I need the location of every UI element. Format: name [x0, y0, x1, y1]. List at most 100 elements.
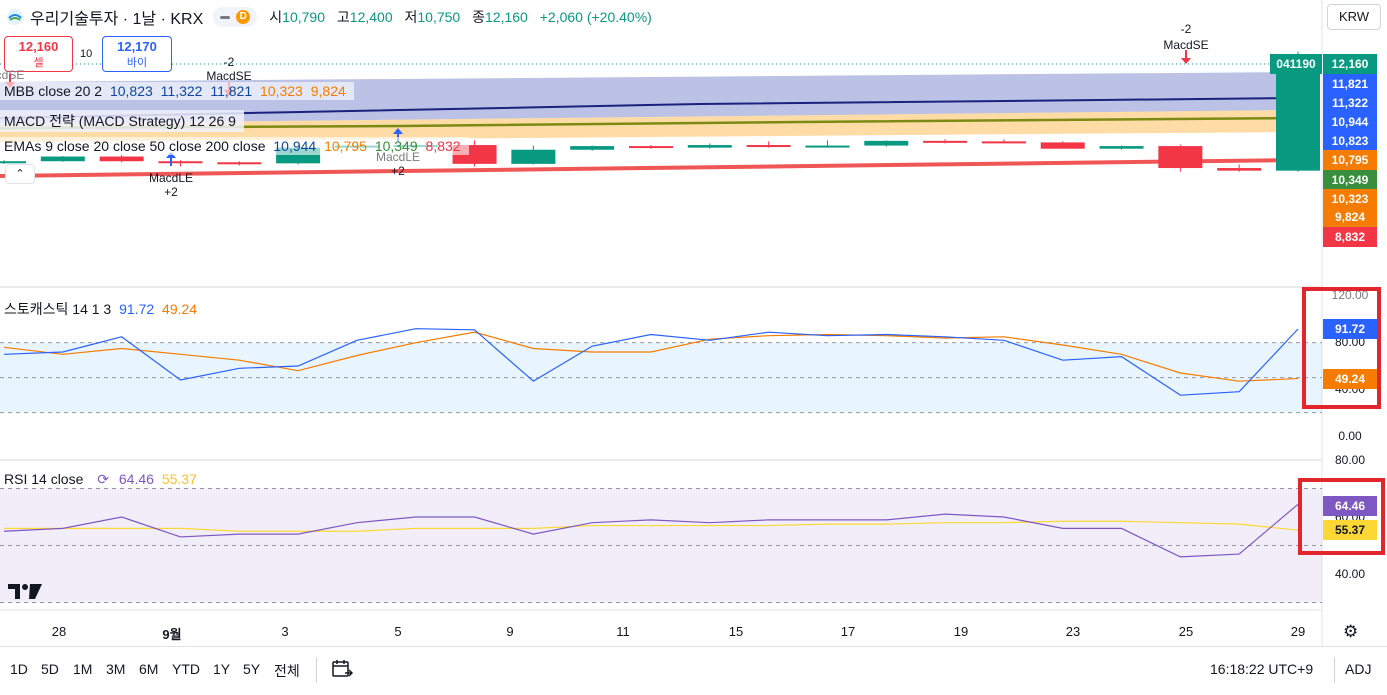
candle-body	[746, 145, 791, 148]
adj-toggle[interactable]: ADJ	[1345, 661, 1372, 677]
signal-long-count: +2	[164, 185, 178, 199]
sell-button[interactable]: 12,160 셀	[4, 36, 73, 72]
tradingview-logo-icon[interactable]	[8, 581, 44, 601]
stoch-band	[0, 342, 1322, 413]
rsi-name: RSI 14 close	[4, 471, 84, 487]
symbol-title[interactable]: 우리기술투자 · 1날 · KRX	[30, 11, 204, 28]
emas-value-3: 10,349	[374, 138, 418, 154]
price-tag: 11,322	[1323, 93, 1377, 113]
stoch-d-tag: 49.24	[1323, 369, 1377, 389]
price-tag: 10,349	[1323, 170, 1377, 190]
stochastic-pane	[0, 328, 1322, 414]
mbb-value-4: 10,323	[260, 83, 303, 99]
high-value: 12,400	[349, 9, 393, 25]
symbol-logo-icon	[7, 9, 23, 25]
stoch-k-line	[3, 328, 1299, 396]
range-all-button[interactable]: 전체	[274, 663, 300, 679]
candle-body	[0, 161, 26, 164]
range-6m-button[interactable]: 6M	[139, 661, 159, 677]
candle-body	[1276, 64, 1320, 171]
market-status-badge: D	[236, 10, 251, 24]
range-1y-button[interactable]: 1Y	[213, 661, 231, 677]
refresh-icon[interactable]: ⟳	[97, 471, 109, 487]
price-tag: 8,832	[1323, 227, 1377, 247]
time-axis-label: 9	[506, 624, 514, 639]
candle-body	[864, 140, 909, 146]
open-value: 10,790	[282, 9, 325, 25]
clock-timezone[interactable]: 16:18:22 UTC+9	[1210, 661, 1314, 677]
mbb-value-1: 10,823	[109, 83, 153, 99]
time-axis-label: 29	[1290, 624, 1306, 639]
candle-body	[1040, 142, 1085, 149]
low-value: 10,750	[417, 9, 461, 25]
low-key: 저	[404, 9, 418, 25]
gear-icon[interactable]: ⚙	[1343, 622, 1359, 641]
ema-200-line	[0, 158, 1299, 178]
candle-body	[1099, 146, 1144, 149]
buy-button[interactable]: 12,170 바이	[102, 36, 172, 72]
candle-body	[1158, 146, 1203, 169]
ohlc-values: 시10,790 고12,400 저10,750 종12,160 +2,060 (…	[269, 7, 652, 27]
price-tag: 10,323	[1323, 189, 1377, 209]
rsi-ma-value: 55.37	[161, 471, 197, 487]
legend-macd[interactable]: MACD 전략 (MACD Strategy) 12 26 9	[0, 110, 244, 132]
legend-stoch[interactable]: 스토캐스틱 14 1 3 91.72 49.24	[0, 298, 205, 320]
range-1m-button[interactable]: 1M	[73, 661, 93, 677]
rsi-ma-tag: 55.37	[1323, 520, 1377, 540]
signal-short-label: MacdSE	[206, 69, 252, 83]
highlight-frame-stoch	[1302, 287, 1381, 409]
signal-short-count: -2	[1180, 22, 1192, 36]
time-axis-label: 15	[728, 624, 744, 639]
legend-rsi[interactable]: RSI 14 close ⟳ 64.46 55.37	[0, 470, 205, 489]
rsi-axis-tick: 80.00	[1334, 453, 1366, 467]
range-1d-button[interactable]: 1D	[10, 661, 28, 677]
open-key: 시	[269, 9, 283, 25]
time-axis-label: 28	[51, 624, 67, 639]
time-axis-label: 17	[840, 624, 856, 639]
price-tag: 10,795	[1323, 150, 1377, 170]
range-ytd-button[interactable]: YTD	[172, 661, 200, 677]
price-tag: 10,944	[1323, 112, 1377, 132]
signal-short-count: -2	[223, 55, 235, 69]
candle-body	[158, 161, 203, 164]
close-key: 종	[472, 9, 485, 25]
range-5d-button[interactable]: 5D	[41, 661, 59, 677]
signal-short-label: cdSE	[0, 68, 25, 82]
candle-body	[629, 146, 673, 149]
rsi-pane	[0, 488, 1322, 603]
market-status-pill[interactable]: D	[213, 7, 258, 27]
range-3m-button[interactable]: 3M	[106, 661, 126, 677]
order-quantity[interactable]: 10	[80, 48, 93, 60]
price-tag: 11,821	[1323, 74, 1377, 94]
mbb-value-5: 9,824	[310, 83, 346, 99]
range-5y-button[interactable]: 5Y	[243, 661, 261, 677]
collapse-legend-button[interactable]: ⌃	[5, 164, 35, 184]
signal-short-label: MacdSE	[1163, 38, 1209, 52]
stoch-name: 스토캐스틱 14 1 3	[4, 301, 112, 317]
time-axis-label: 23	[1065, 624, 1081, 639]
rsi-value: 64.46	[118, 471, 154, 487]
legend-mbb[interactable]: MBB close 20 2 10,823 11,322 11,821 10,3…	[0, 82, 354, 100]
legend-emas[interactable]: EMAs 9 close 20 close 50 close 200 close…	[0, 137, 469, 155]
mbb-value-3: 11,821	[210, 83, 253, 99]
toolbar-divider	[1334, 657, 1335, 683]
symbol-code-tag: 041190	[1270, 54, 1322, 74]
stoch-d-value: 49.24	[162, 301, 198, 317]
calendar-goto-icon[interactable]	[331, 658, 353, 680]
time-axis-label: 11	[616, 624, 630, 639]
sell-price: 12,160	[18, 39, 59, 54]
high-key: 고	[336, 9, 350, 25]
highlight-frame-rsi	[1298, 478, 1385, 555]
rsi-axis-tick: 40.00	[1334, 567, 1366, 581]
sell-signal-arrow-icon	[1181, 50, 1191, 64]
time-axis-label: 5	[394, 624, 402, 639]
chart-header: 우리기술투자 · 1날 · KRX D 시10,790 고12,400 저10,…	[0, 0, 1320, 34]
stoch-d-line	[3, 331, 1299, 382]
mbb-name: MBB close 20 2	[4, 83, 103, 99]
buy-label: 바이	[126, 57, 148, 69]
time-axis-label: 3	[281, 624, 289, 639]
candle-body	[40, 156, 85, 162]
currency-select[interactable]: KRW	[1327, 4, 1381, 30]
chart-canvas[interactable]	[0, 0, 1387, 646]
emas-name: EMAs 9 close 20 close 50 close 200 close	[4, 138, 266, 154]
